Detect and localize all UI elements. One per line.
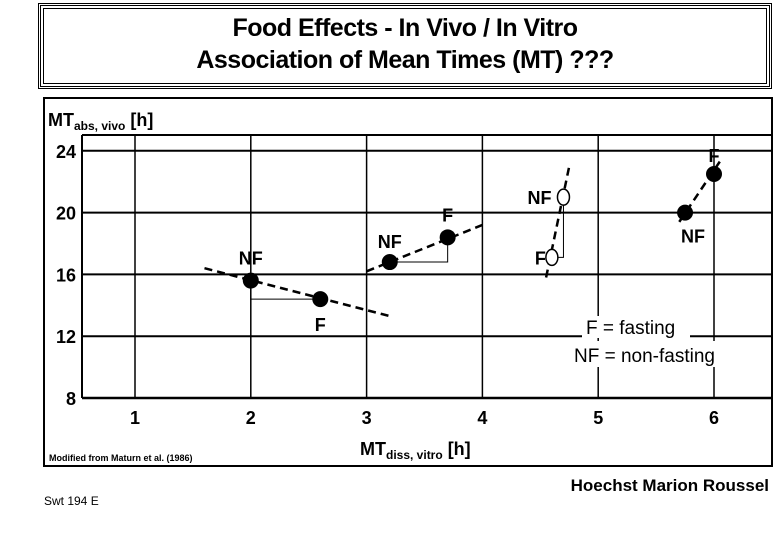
title-line-1: Food Effects - In Vivo / In Vitro	[232, 14, 578, 42]
data-point-f	[312, 291, 329, 308]
x-tick-label: 2	[246, 408, 256, 428]
point-label-f: F	[315, 315, 326, 335]
y-tick-label: 24	[56, 142, 76, 162]
data-point-nf	[556, 188, 571, 206]
title-box: Food Effects - In Vivo / In Vitro Associ…	[38, 3, 772, 89]
y-axis-label: MTabs, vivo [h]	[48, 110, 153, 133]
x-tick-label: 5	[593, 408, 603, 428]
chart-frame	[43, 97, 773, 467]
point-label-nf: NF	[681, 227, 705, 247]
point-label-f: F	[442, 205, 453, 225]
x-tick-label: 4	[477, 408, 487, 428]
y-tick-label: 16	[56, 265, 76, 285]
trend-line	[204, 267, 391, 318]
data-point-f	[706, 165, 722, 182]
data-point-f	[439, 229, 456, 246]
y-tick-label: 20	[56, 204, 76, 224]
slide-code: Swt 194 E	[44, 494, 99, 508]
title-line-2: Association of Mean Times (MT) ???	[196, 46, 614, 74]
x-tick-label: 1	[130, 408, 140, 428]
point-label-f: F	[709, 146, 720, 166]
data-point-f	[545, 248, 559, 267]
point-label-f: F	[535, 248, 546, 268]
legend-non-fasting: NF = non-fasting	[574, 346, 715, 367]
x-tick-label: 6	[709, 408, 719, 428]
data-point-nf	[381, 254, 398, 271]
point-label-nf: NF	[239, 249, 263, 269]
point-label-nf: NF	[378, 232, 402, 252]
y-tick-label: 12	[56, 327, 76, 347]
data-point-nf	[242, 272, 259, 289]
connector-line	[389, 237, 449, 263]
source-note: Modified from Maturn et al. (1986)	[49, 453, 193, 463]
x-tick-label: 3	[362, 408, 372, 428]
x-axis-label: MTdiss, vitro [h]	[360, 439, 471, 462]
y-tick-label: 8	[66, 389, 76, 409]
point-label-nf: NF	[527, 188, 551, 208]
data-point-nf	[677, 204, 694, 221]
brand-logo-text: Hoechst Marion Roussel	[570, 476, 769, 495]
legend-fasting: F = fasting	[586, 318, 675, 339]
